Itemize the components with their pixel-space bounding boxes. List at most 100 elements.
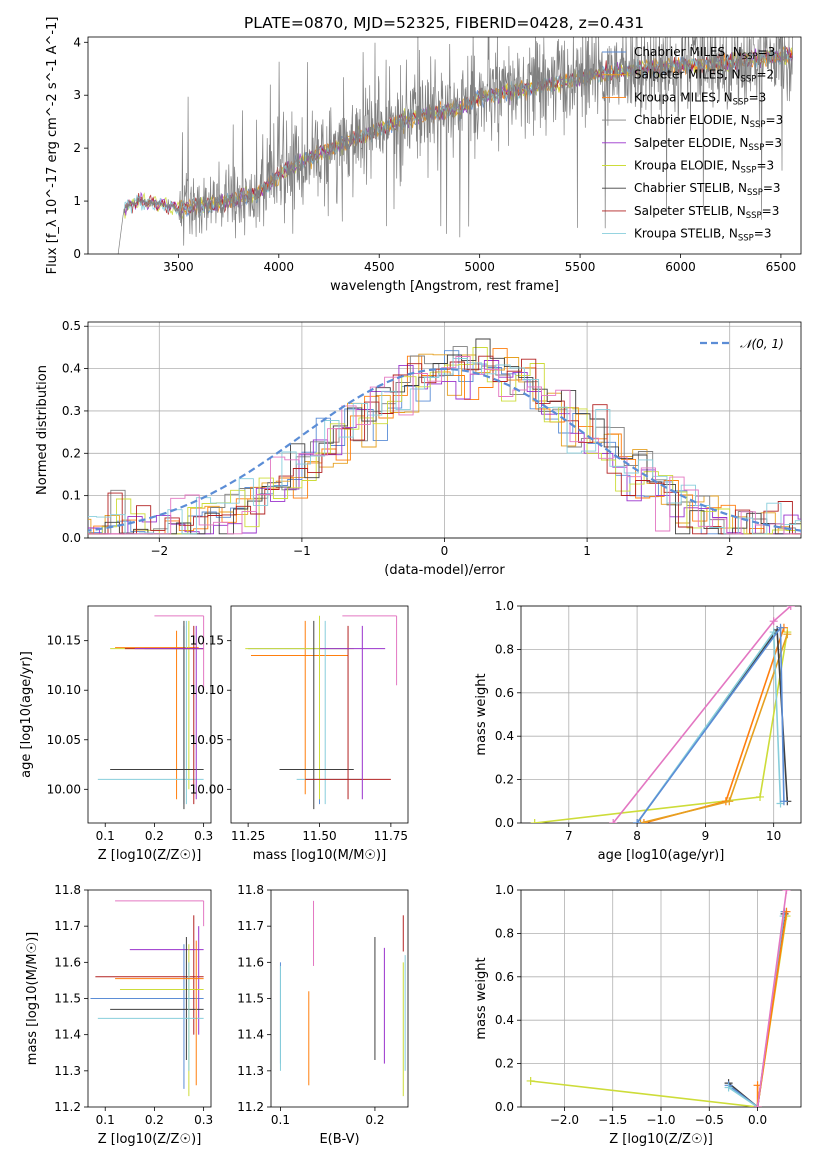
y-tick-label: 0.4 xyxy=(62,362,81,376)
mass-vs-EBV-points xyxy=(279,900,406,1097)
weight-marker xyxy=(609,819,618,823)
mass-vs-Z-points xyxy=(90,900,205,1097)
histogram-series xyxy=(88,355,801,535)
age-vs-mass-points xyxy=(245,615,398,810)
weight-marker xyxy=(725,797,734,806)
x-tick-label: 0.3 xyxy=(194,1113,213,1127)
legend-label: Chabrier STELIB, NSSP=3 xyxy=(634,181,781,198)
weight-marker xyxy=(530,819,539,823)
legend-label: 𝒩(0, 1) xyxy=(740,337,784,351)
weight-marker xyxy=(526,1076,535,1085)
axes-frame xyxy=(87,605,212,824)
weight-marker xyxy=(779,797,788,806)
y-axis-label: mass [log10(M/M☉)] xyxy=(25,932,40,1065)
y-tick-label: 11.3 xyxy=(237,1064,264,1078)
x-tick-label: 8 xyxy=(633,829,641,843)
y-tick-label: 0.6 xyxy=(495,686,514,700)
axes-frame xyxy=(230,605,409,824)
x-tick-label: 1 xyxy=(583,544,591,558)
weight-series xyxy=(534,631,789,823)
y-axis-label: mass weight xyxy=(474,673,489,755)
x-tick-label: −0.5 xyxy=(695,1113,724,1127)
legend-n: =3 xyxy=(762,204,780,218)
legend-n: =3 xyxy=(749,90,767,104)
y-tick-label: 10.15 xyxy=(190,634,224,648)
x-tick-label: −1 xyxy=(293,544,311,558)
x-tick-label: 10 xyxy=(766,829,781,843)
y-tick-label: 10.10 xyxy=(190,683,224,697)
histogram-series xyxy=(88,348,801,535)
weight-marker xyxy=(636,819,645,823)
legend-n: =2 xyxy=(756,68,774,82)
y-axis-label: age [log10(age/yr)] xyxy=(19,651,34,778)
y-tick-label: 3 xyxy=(73,88,81,102)
y-tick-label: 10.00 xyxy=(190,782,224,796)
y-tick-label: 10.05 xyxy=(47,733,81,747)
weight-series xyxy=(728,911,786,1107)
legend-sub: SSP xyxy=(742,52,758,62)
y-tick-label: 1.0 xyxy=(495,599,514,613)
y-tick-label: 0 xyxy=(73,247,81,261)
weight-vs-Z-axes: −2.0 −1.5 −1.0 −0.5 0.0 0.0 0.2 0.4 0.6 0.8 1.0 Z [… xyxy=(474,883,802,1147)
x-tick-label: 0.0 xyxy=(748,1113,767,1127)
histogram-series xyxy=(88,356,801,535)
x-tick-label: 9 xyxy=(702,829,710,843)
weight-series xyxy=(612,606,792,823)
y-axis-label: Normed distribution xyxy=(35,365,50,495)
age-vs-mass-axes: 11.25 11.50 11.75 10.00 10.05 10.10 10.15 mass … xyxy=(190,605,409,863)
y-tick-label: 0.4 xyxy=(495,729,514,743)
legend-n: =3 xyxy=(763,181,781,195)
y-tick-label: 0.0 xyxy=(495,816,514,830)
weight-marker xyxy=(639,819,648,823)
weight-series xyxy=(728,913,786,1107)
weight-marker xyxy=(633,819,642,823)
x-tick-label: 0.2 xyxy=(145,1113,164,1127)
figure-title: PLATE=0870, MJD=52325, FIBERID=0428, z=0… xyxy=(244,14,644,32)
legend-label: Salpeter ELODIE, NSSP=3 xyxy=(634,136,782,153)
weight-marker xyxy=(753,1103,762,1107)
x-tick-label: 6500 xyxy=(766,260,797,274)
y-tick-label: 0.1 xyxy=(62,489,81,503)
y-tick-label: 0.8 xyxy=(495,642,514,656)
y-tick-label: 0.6 xyxy=(495,970,514,984)
spectrum-legend: Chabrier MILES, NSSP=3 Salpeter MILES, NS… xyxy=(602,45,783,244)
legend-sub: SSP xyxy=(741,75,757,85)
y-tick-label: 11.4 xyxy=(237,1028,264,1042)
x-tick-label: 11.50 xyxy=(302,829,336,843)
x-axis-label: Z [log10(Z/Z☉)] xyxy=(609,1132,713,1147)
legend-n: =3 xyxy=(764,136,782,150)
x-tick-label: 2 xyxy=(726,544,734,558)
legend-label: Chabrier MILES, NSSP=3 xyxy=(634,45,775,62)
axes-frame xyxy=(87,889,212,1108)
legend-sub: SSP xyxy=(746,211,762,221)
y-tick-label: 10.05 xyxy=(190,733,224,747)
weight-series xyxy=(643,627,785,823)
weight-series xyxy=(636,625,785,823)
axes-frame xyxy=(87,321,802,539)
legend-n: =3 xyxy=(754,227,772,241)
y-tick-label: 11.8 xyxy=(237,883,264,897)
legend-label: Chabrier ELODIE, NSSP=3 xyxy=(634,113,783,130)
x-tick-label: −1.5 xyxy=(598,1113,627,1127)
legend-sub: SSP xyxy=(748,143,764,153)
weight-marker xyxy=(756,792,765,801)
weight-vs-age-series xyxy=(530,606,795,823)
legend-n: =3 xyxy=(756,159,774,173)
y-tick-label: 10.00 xyxy=(47,782,81,796)
axes-frame xyxy=(520,605,802,824)
legend-n: =3 xyxy=(758,45,776,59)
x-tick-label: 6000 xyxy=(665,260,696,274)
weight-marker xyxy=(724,1083,733,1092)
y-tick-label: 10.15 xyxy=(47,634,81,648)
y-tick-label: 1.0 xyxy=(495,883,514,897)
weight-marker xyxy=(769,617,778,626)
x-tick-label: 7 xyxy=(565,829,573,843)
y-tick-label: 10.10 xyxy=(47,683,81,697)
y-tick-label: 0.3 xyxy=(62,404,81,418)
x-axis-label: E(B-V) xyxy=(319,1132,359,1147)
x-tick-label: 5000 xyxy=(464,260,495,274)
legend-label: Salpeter STELIB, NSSP=3 xyxy=(634,204,779,221)
x-axis-label: wavelength [Angstrom, rest frame] xyxy=(330,279,559,294)
y-tick-label: 11.5 xyxy=(54,992,81,1006)
